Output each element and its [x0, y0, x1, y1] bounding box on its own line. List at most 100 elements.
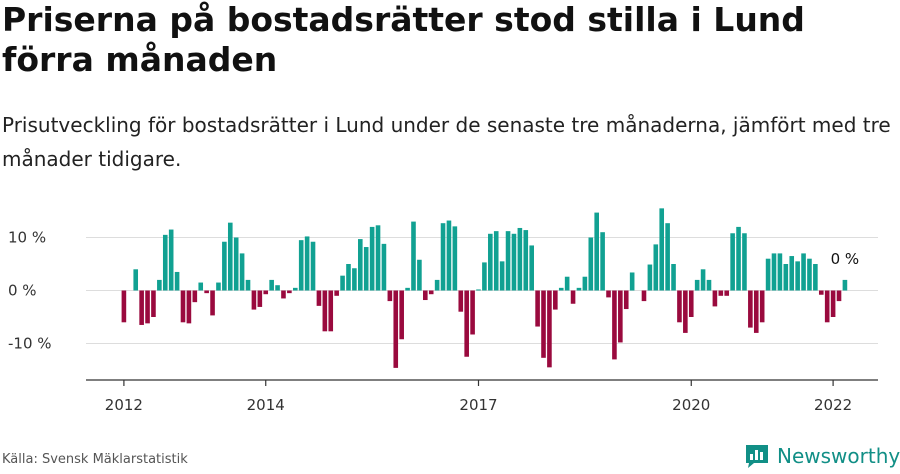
bar	[139, 290, 144, 325]
y-tick-label: -10 %	[8, 335, 52, 353]
bar	[718, 290, 724, 296]
bar	[801, 253, 806, 291]
bar	[399, 290, 404, 340]
bar	[411, 221, 416, 291]
bar	[216, 282, 221, 291]
bar	[334, 290, 339, 296]
bar	[818, 290, 824, 295]
bar	[263, 290, 269, 295]
bar	[795, 261, 800, 291]
bar	[322, 290, 328, 332]
bar	[281, 290, 286, 299]
bar	[493, 231, 499, 291]
bar	[304, 236, 310, 291]
bar	[440, 223, 446, 291]
bar	[765, 258, 771, 291]
bar	[771, 253, 777, 291]
bar	[446, 220, 452, 291]
bar	[742, 233, 747, 291]
bar	[724, 290, 730, 296]
bar	[618, 290, 623, 343]
bar	[121, 290, 127, 323]
bar	[547, 290, 552, 368]
x-tick-label: 2020	[672, 396, 710, 414]
chart-subtitle: Prisutveckling för bostadsrätter i Lund …	[2, 113, 891, 171]
x-tick-label: 2012	[105, 396, 143, 414]
bar	[352, 268, 357, 291]
bar	[227, 222, 233, 291]
annotations: 0 %	[831, 250, 860, 268]
bar	[251, 290, 257, 310]
bar	[393, 290, 399, 368]
bar	[292, 287, 298, 291]
x-tick-label: 2022	[814, 396, 852, 414]
bar	[476, 289, 481, 291]
bar	[612, 290, 617, 360]
bar	[488, 233, 493, 291]
y-axis-labels: 10 % 0 % -10 %	[8, 229, 52, 353]
bar	[204, 290, 209, 294]
bar	[257, 290, 263, 307]
bar	[470, 290, 475, 335]
bar	[712, 290, 718, 307]
bar	[653, 244, 659, 291]
bar	[529, 245, 534, 291]
bar	[358, 239, 363, 291]
bar	[375, 225, 381, 291]
bar	[558, 287, 564, 291]
bar	[174, 271, 180, 291]
bar	[275, 285, 280, 291]
bar	[233, 237, 239, 291]
bar	[535, 290, 540, 327]
bar	[736, 226, 741, 291]
bar	[499, 261, 505, 291]
bar	[245, 279, 251, 291]
bar	[759, 290, 765, 323]
bar	[511, 233, 517, 291]
bar	[576, 287, 582, 291]
bar	[269, 279, 274, 291]
bar	[748, 290, 753, 328]
bar	[753, 290, 759, 333]
bar	[381, 243, 387, 291]
bar	[824, 290, 830, 323]
bar	[588, 237, 594, 291]
bar	[564, 276, 570, 291]
bar	[198, 282, 204, 291]
bar	[340, 275, 345, 291]
bar	[180, 290, 186, 323]
bar	[346, 264, 351, 291]
bar	[417, 259, 422, 291]
bar	[162, 234, 168, 291]
bar	[464, 290, 469, 357]
bar	[594, 212, 599, 291]
bar	[222, 241, 227, 291]
bar	[830, 290, 836, 317]
bar	[677, 290, 682, 323]
bar	[328, 290, 334, 332]
source-note: Källa: Svensk Mäklarstatistik	[2, 452, 188, 467]
bars	[121, 208, 848, 368]
bar	[423, 290, 428, 301]
bar	[683, 290, 688, 333]
bar	[541, 290, 546, 358]
last-value-annotation: 0 %	[831, 250, 860, 268]
bar	[836, 290, 842, 302]
bar	[553, 290, 558, 310]
bar	[659, 208, 665, 291]
bar	[647, 264, 653, 291]
bar	[789, 256, 795, 291]
bar	[517, 227, 523, 291]
bar	[239, 253, 245, 291]
bar	[807, 258, 812, 291]
bar	[600, 232, 605, 291]
bar	[192, 290, 198, 303]
newsworthy-logo-icon	[746, 445, 768, 468]
bar	[629, 272, 635, 291]
bar	[151, 290, 156, 317]
bar	[387, 290, 393, 302]
bar	[363, 247, 369, 291]
bar	[157, 279, 162, 291]
x-axis: 2012 2014 2017 2020 2022	[86, 379, 878, 414]
